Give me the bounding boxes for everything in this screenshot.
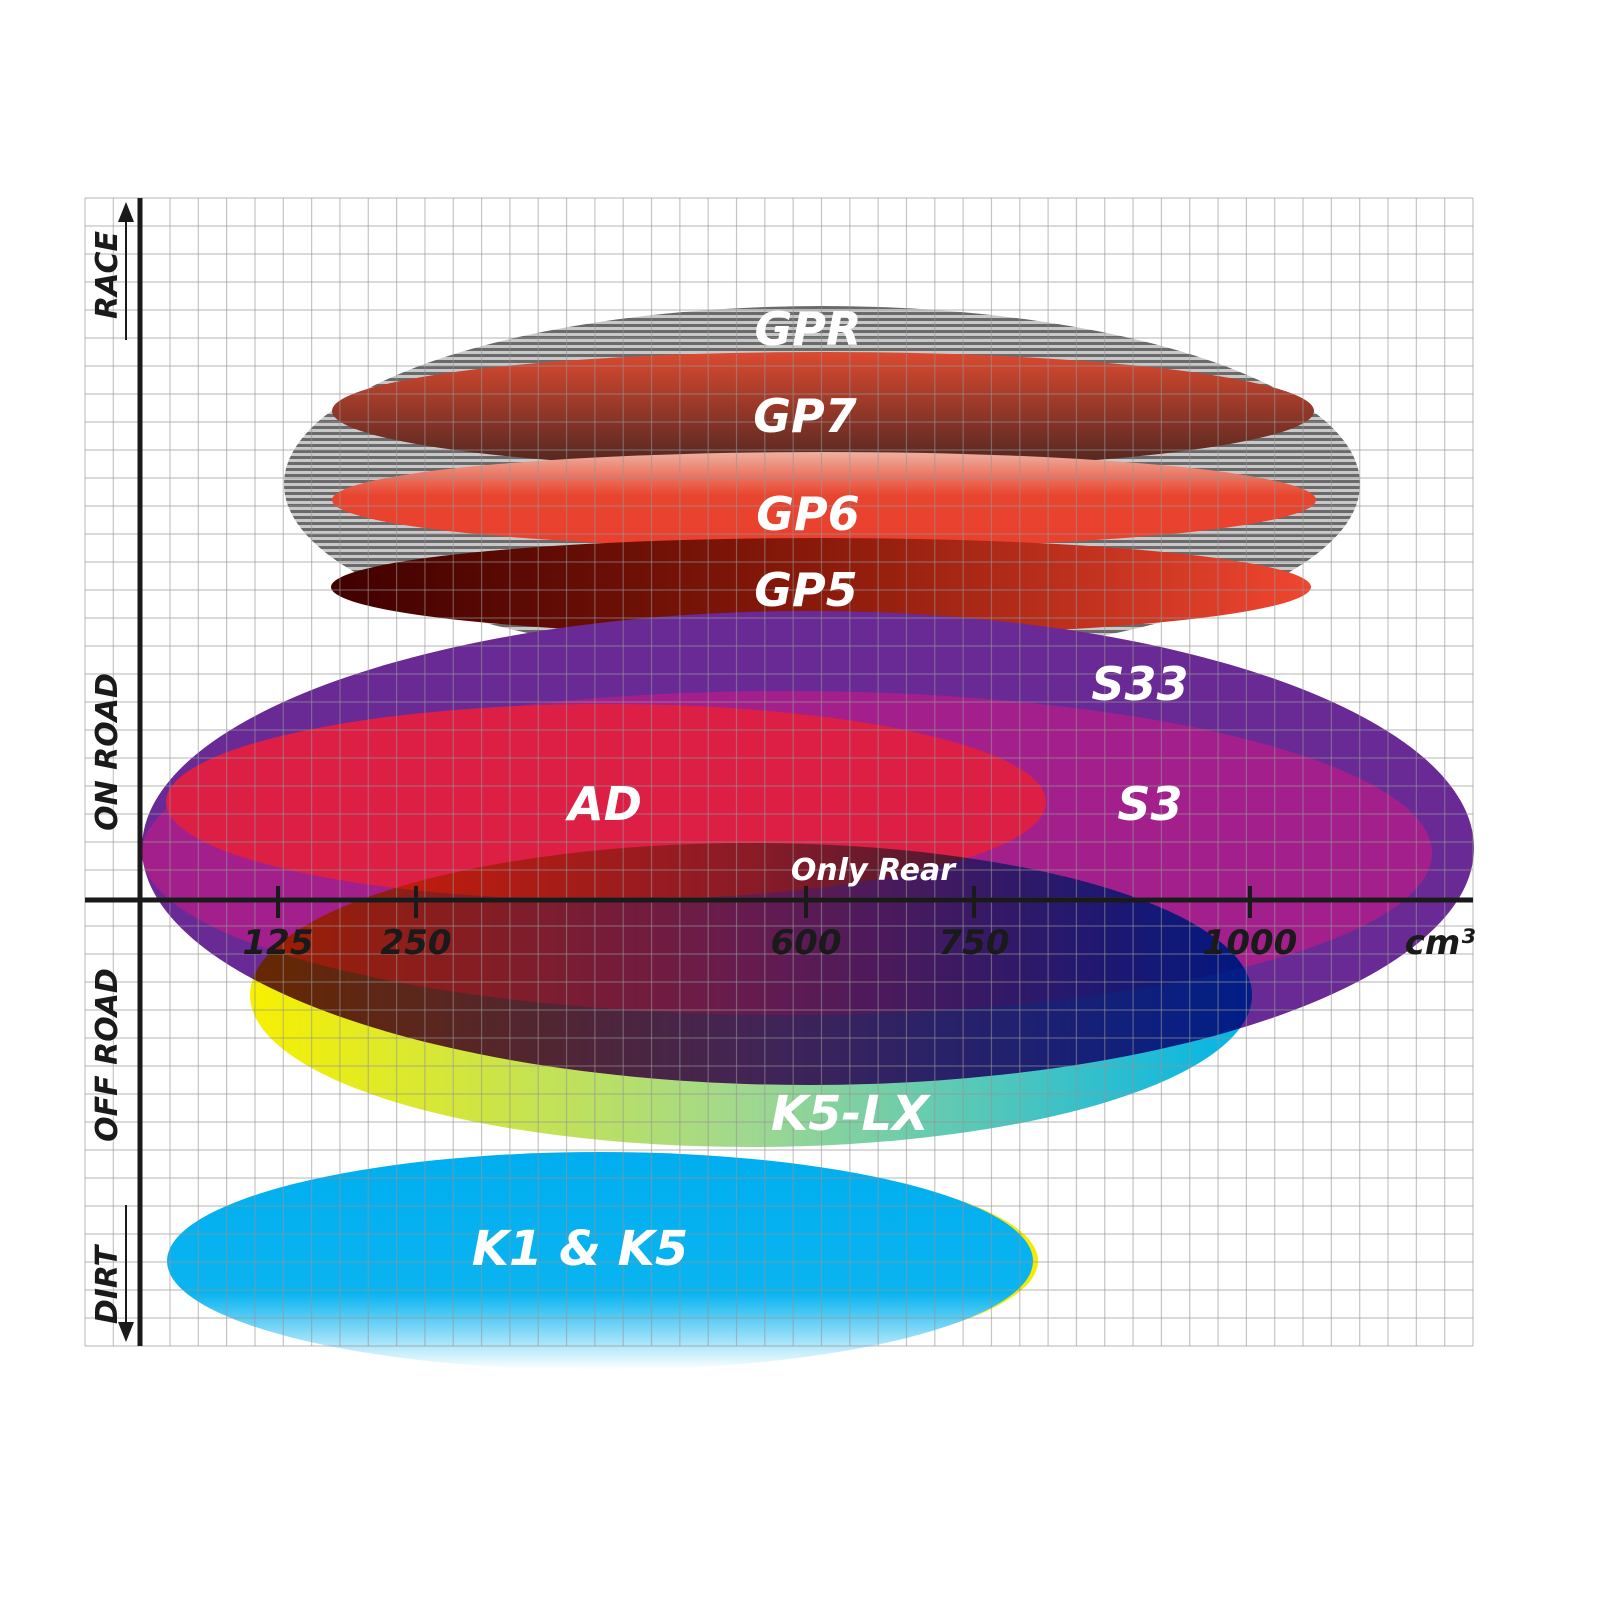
- range-gp6: [332, 452, 1316, 548]
- down-arrow-head-icon: [118, 1322, 134, 1342]
- y-category-race: RACE: [90, 231, 125, 319]
- range-gp7: [332, 352, 1314, 470]
- x-unit-label: cm³: [1405, 923, 1476, 963]
- label-ad: AD: [565, 777, 642, 831]
- up-arrow-head-icon: [118, 202, 134, 222]
- label-s3: S3: [1117, 777, 1182, 831]
- label-k1-k5: K1 & K5: [472, 1221, 688, 1277]
- label-gp5: GP5: [754, 563, 857, 617]
- label-s33: S33: [1091, 657, 1188, 711]
- y-category-off-road: OFF ROAD: [90, 968, 125, 1142]
- x-tick-label: 250: [381, 923, 452, 963]
- grid: [84, 197, 1474, 1347]
- x-tick-label: 600: [771, 923, 842, 963]
- label-gpr: GPR: [755, 302, 862, 356]
- label-gp7: GP7: [753, 389, 856, 443]
- y-category-dirt: DIRT: [90, 1243, 125, 1324]
- range-k5-lx: [250, 843, 1252, 1147]
- x-tick-label: 750: [939, 923, 1010, 963]
- label-gp6: GP6: [756, 487, 859, 541]
- x-tick-label: 125: [243, 923, 314, 963]
- annotation-only-rear: Only Rear: [791, 853, 957, 888]
- x-tick-label: 1000: [1203, 923, 1298, 963]
- y-category-on-road: ON ROAD: [90, 673, 125, 831]
- label-k5-lx: K5-LX: [771, 1086, 931, 1142]
